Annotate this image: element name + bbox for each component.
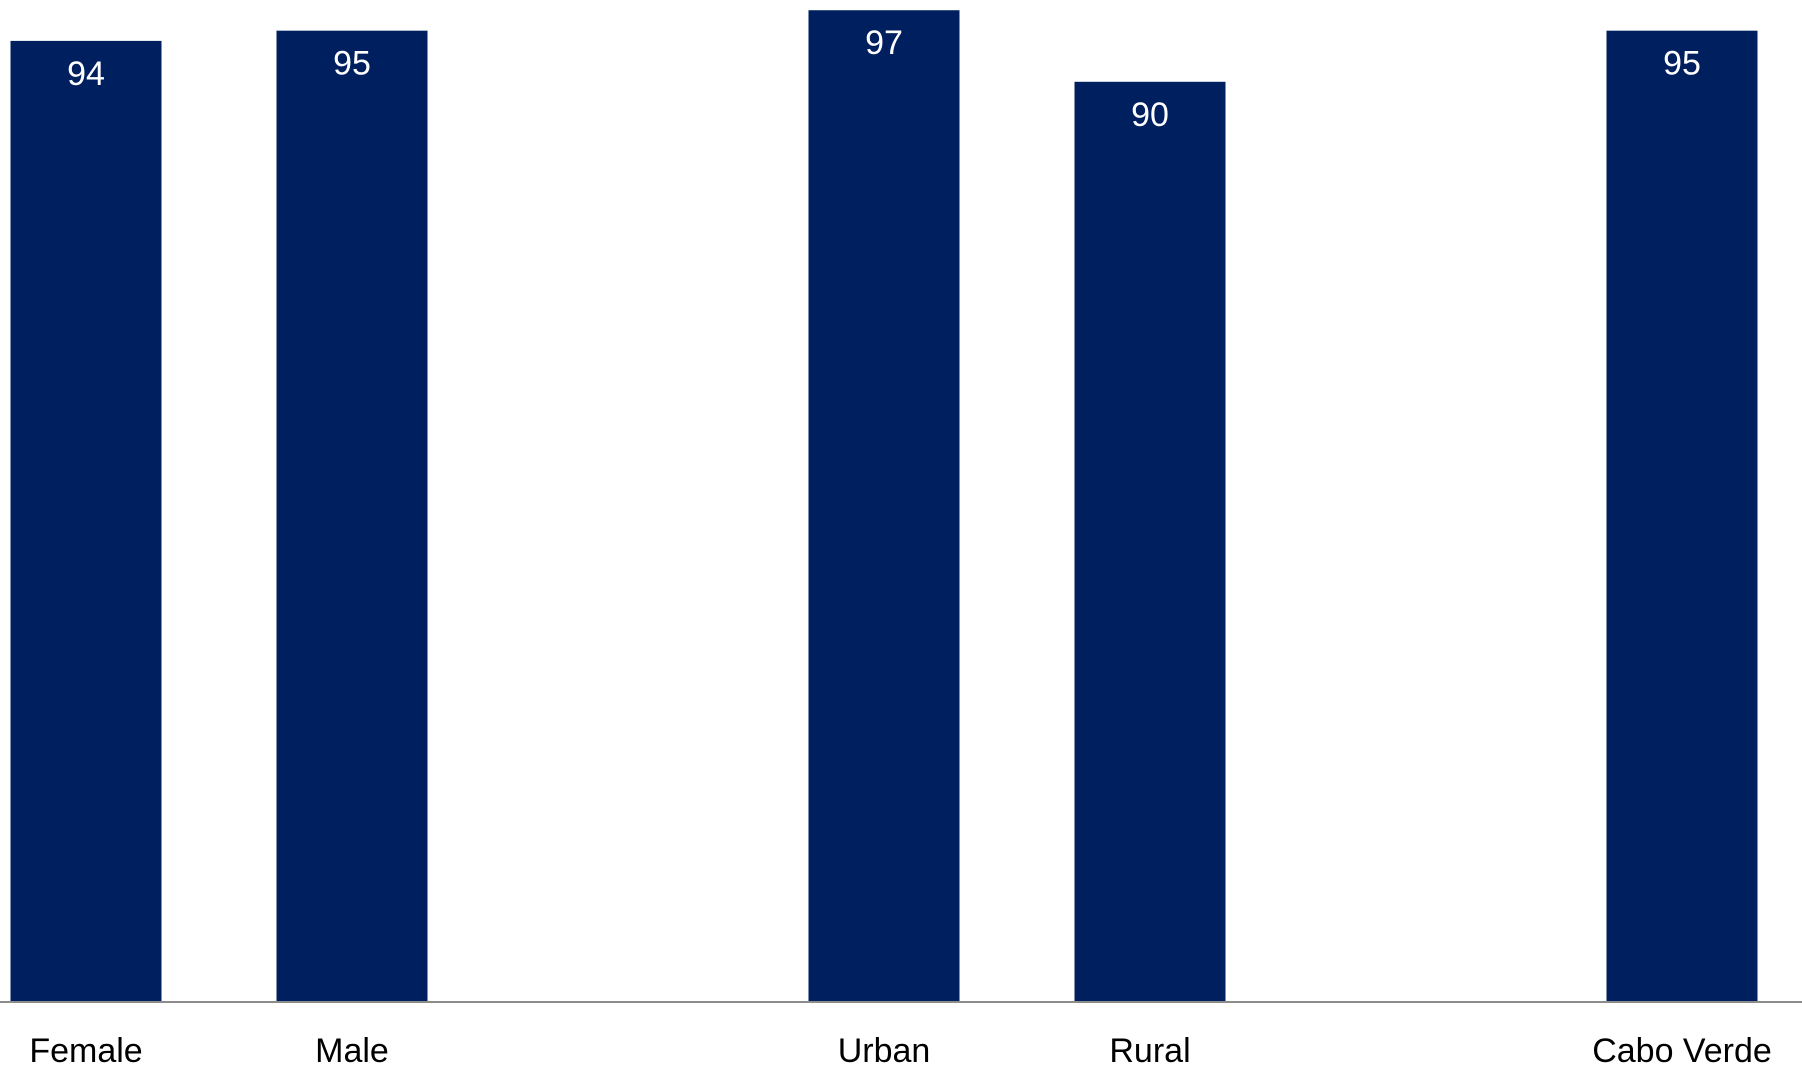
- category-label-urban: Urban: [838, 1032, 931, 1068]
- data-label-male: 95: [333, 45, 371, 83]
- bar-male: [276, 30, 428, 1003]
- data-label-cabo-verde: 95: [1663, 45, 1701, 83]
- category-label-rural: Rural: [1109, 1032, 1190, 1068]
- labels-group: 94 Female 95 Male 97 Urban 90 Rural 95 Cabo Verde: [29, 24, 1772, 1070]
- bar-cabo-verde: [1606, 30, 1758, 1003]
- bar-urban: [808, 10, 960, 1003]
- bar-rural: [1074, 81, 1226, 1003]
- category-label-female: Female: [29, 1032, 142, 1068]
- category-label-cabo-verde: Cabo Verde: [1592, 1032, 1772, 1068]
- bars-group: [10, 10, 1758, 1003]
- category-label-male: Male: [315, 1032, 389, 1068]
- data-label-rural: 90: [1131, 96, 1169, 134]
- data-label-female: 94: [67, 55, 105, 93]
- data-label-urban: 97: [865, 24, 903, 62]
- bar-female: [10, 40, 162, 1003]
